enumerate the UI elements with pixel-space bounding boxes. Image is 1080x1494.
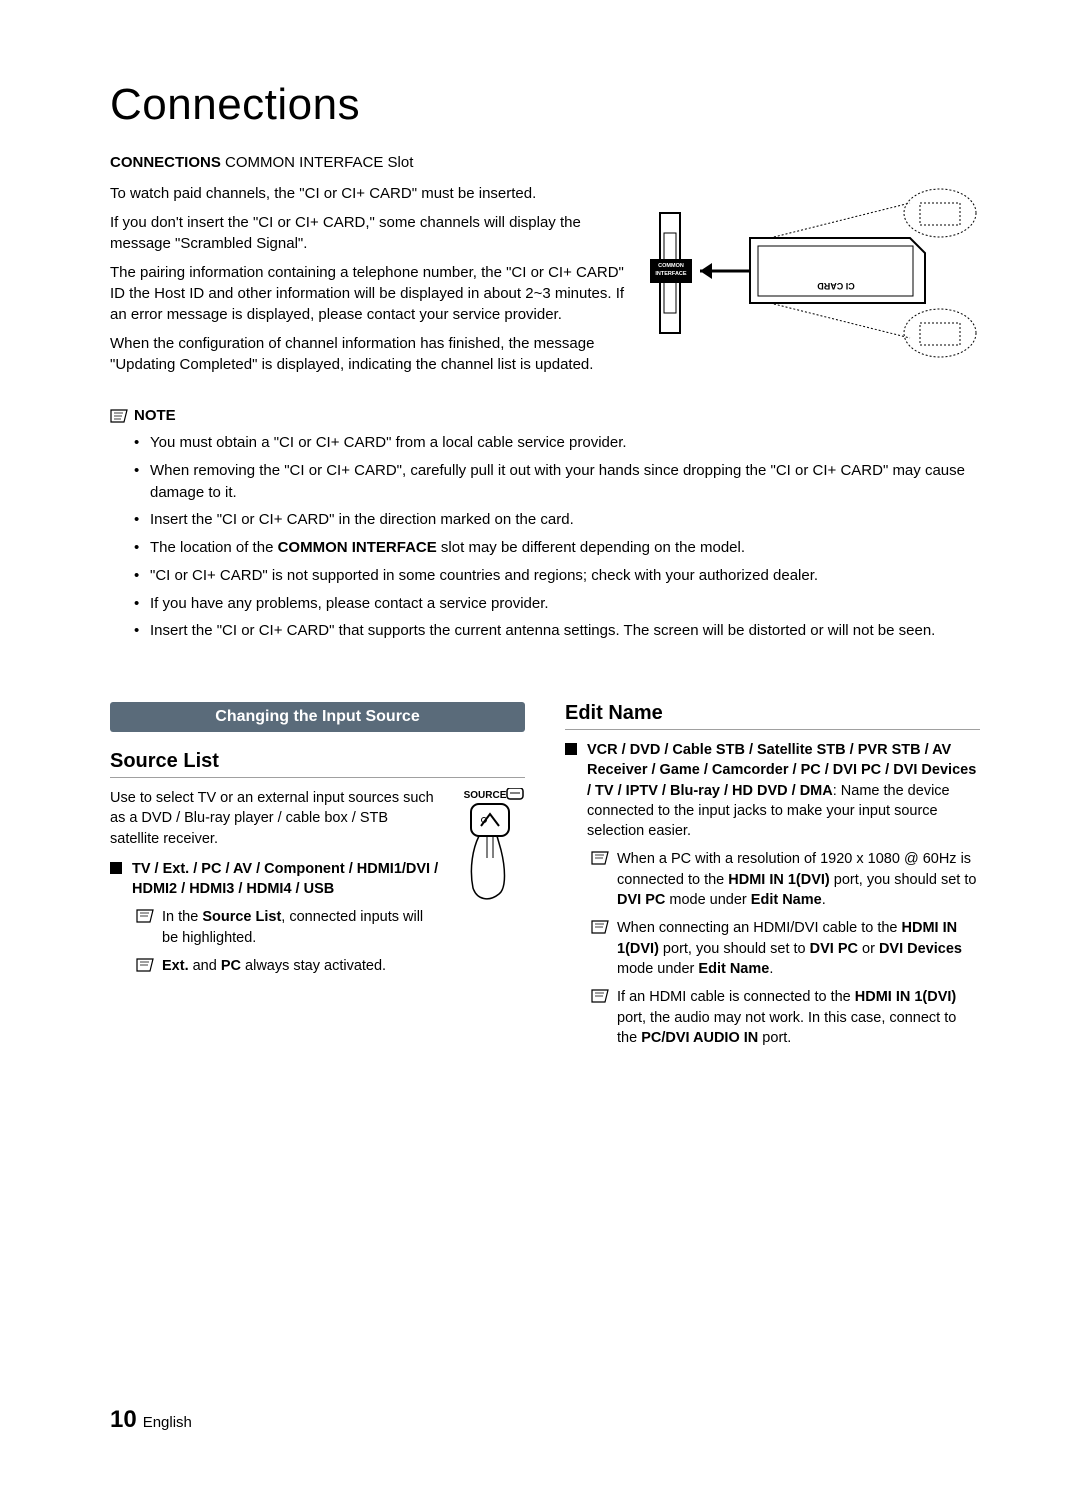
edit-sub-2: When connecting an HDMI/DVI cable to the…	[565, 918, 980, 979]
banner-changing-input: Changing the Input Source	[110, 702, 525, 732]
note-icon	[591, 851, 609, 865]
intro-p3: The pairing information containing a tel…	[110, 262, 626, 325]
square-bullet-icon	[565, 743, 577, 755]
ci-card-diagram: COMMON INTERFACE CI CARD	[650, 183, 980, 373]
note-header: NOTE	[110, 407, 980, 424]
intro-p2: If you don't insert the "CI or CI+ CARD,…	[110, 212, 626, 254]
right-column: Edit Name VCR / DVD / Cable STB / Satell…	[565, 702, 980, 1048]
section-label-bold: CONNECTIONS	[110, 154, 221, 171]
note-item: The location of the COMMON INTERFACE slo…	[134, 537, 980, 559]
svg-text:CI CARD: CI CARD	[817, 281, 855, 291]
note-icon	[110, 409, 128, 423]
edit-name-item: VCR / DVD / Cable STB / Satellite STB / …	[565, 740, 980, 841]
note-item: Insert the "CI or CI+ CARD" in the direc…	[134, 509, 980, 531]
intro-text: To watch paid channels, the "CI or CI+ C…	[110, 183, 626, 383]
intro-p1: To watch paid channels, the "CI or CI+ C…	[110, 183, 626, 204]
page-title: Connections	[110, 80, 980, 130]
source-sub-2: Ext. and PC always stay activated.	[110, 956, 439, 976]
svg-text:INTERFACE: INTERFACE	[655, 271, 687, 277]
note-icon	[136, 909, 154, 923]
page-footer: 10 English	[110, 1406, 192, 1434]
source-list-item: TV / Ext. / PC / AV / Component / HDMI1/…	[110, 859, 439, 900]
subtitle-edit-name: Edit Name	[565, 702, 980, 730]
note-icon	[591, 989, 609, 1003]
source-list-options: TV / Ext. / PC / AV / Component / HDMI1/…	[132, 861, 438, 897]
note-icon	[136, 958, 154, 972]
page-number: 10	[110, 1406, 137, 1433]
remote-source-diagram: SOURCE	[459, 788, 525, 913]
note-item: When removing the "CI or CI+ CARD", care…	[134, 460, 980, 504]
source-sub-1: In the Source List, connected inputs wil…	[110, 907, 439, 948]
intro-p4: When the configuration of channel inform…	[110, 333, 626, 375]
edit-sub-1: When a PC with a resolution of 1920 x 10…	[565, 849, 980, 910]
edit-sub-3: If an HDMI cable is connected to the HDM…	[565, 987, 980, 1048]
note-item: "CI or CI+ CARD" is not supported in som…	[134, 565, 980, 587]
note-item: Insert the "CI or CI+ CARD" that support…	[134, 620, 980, 642]
square-bullet-icon	[110, 862, 122, 874]
note-list: You must obtain a "CI or CI+ CARD" from …	[110, 432, 980, 642]
svg-text:SOURCE: SOURCE	[464, 790, 507, 801]
left-column: Changing the Input Source Source List Us…	[110, 702, 525, 1048]
note-label: NOTE	[134, 407, 176, 424]
note-item: If you have any problems, please contact…	[134, 593, 980, 615]
section-label: CONNECTIONS COMMON INTERFACE Slot	[110, 154, 980, 171]
section-label-rest: COMMON INTERFACE Slot	[221, 154, 414, 171]
source-list-desc: Use to select TV or an external input so…	[110, 788, 439, 849]
subtitle-source-list: Source List	[110, 750, 525, 778]
diagram-label-ci: COMMON	[658, 263, 684, 269]
note-item: You must obtain a "CI or CI+ CARD" from …	[134, 432, 980, 454]
page-lang: English	[143, 1414, 192, 1431]
note-icon	[591, 920, 609, 934]
